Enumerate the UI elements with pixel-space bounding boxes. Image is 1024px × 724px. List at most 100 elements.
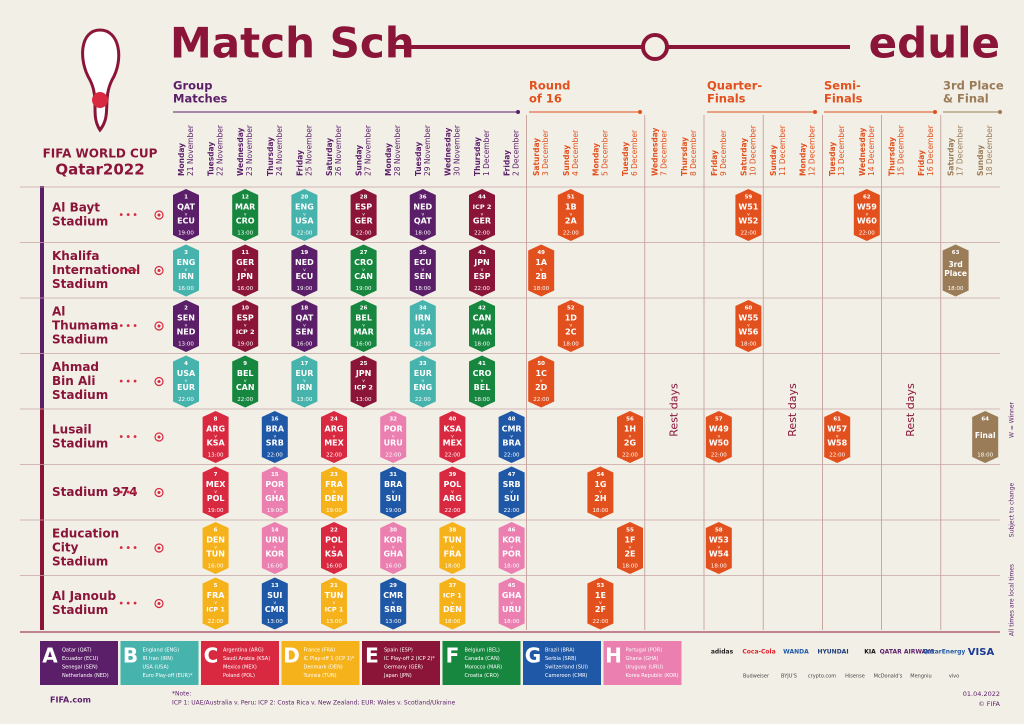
group-team: Japan (JPN) — [383, 673, 412, 679]
date: 24 November — [275, 124, 284, 176]
group-team: Tunisia (TUN) — [303, 673, 337, 679]
match-number: 28 — [360, 195, 368, 201]
group-team: Uruguay (URU) — [626, 665, 664, 671]
group-team: Brazil (BRA) — [545, 648, 575, 654]
versus: v — [421, 324, 424, 329]
weekday: Thursday — [887, 137, 896, 176]
match-box — [202, 411, 229, 463]
group-team: Serbia (SRB) — [545, 656, 577, 662]
versus: v — [214, 490, 217, 495]
team: QAT — [295, 314, 313, 323]
match-box — [439, 522, 466, 574]
kickoff: 22:00 — [474, 286, 490, 292]
team: ICP 2 — [354, 384, 373, 392]
versus: v — [362, 268, 365, 273]
weekday: Monday — [384, 143, 393, 176]
team: POR — [384, 425, 403, 434]
stage-label: of 16 — [529, 92, 562, 106]
kickoff: 18:00 — [948, 286, 964, 292]
team: POL — [444, 480, 462, 489]
match-box — [853, 189, 880, 241]
venue-dots: ••• — [118, 377, 139, 388]
kickoff: 22:00 — [267, 453, 283, 459]
match-box — [439, 577, 466, 630]
match-number: 11 — [241, 250, 249, 256]
kickoff: 22:00 — [296, 231, 312, 237]
kickoff: 22:00 — [385, 453, 401, 459]
group-team: IC Play-off 2 (ICP 2)* — [384, 656, 435, 662]
team: ICP 1 — [325, 606, 344, 614]
group-box — [40, 641, 118, 685]
venue-dots: ••• — [118, 599, 139, 610]
match-number: 39 — [449, 472, 457, 478]
rest-days: Rest days — [667, 383, 680, 437]
versus: v — [185, 379, 188, 384]
match-number: 15 — [271, 472, 279, 478]
venue-name: Al Bayt — [52, 201, 100, 215]
versus: v — [421, 268, 424, 273]
team: ESP — [237, 314, 254, 323]
sponsor: vivo — [949, 674, 959, 680]
match-box — [232, 189, 259, 241]
venue-dots: ••• — [118, 321, 139, 332]
venue-pin — [154, 432, 164, 442]
venue-pin-dot — [157, 435, 161, 439]
team: 2C — [565, 328, 577, 337]
kickoff: 13:00 — [208, 453, 224, 459]
kickoff: 13:00 — [326, 619, 342, 625]
kickoff: 16:00 — [208, 564, 224, 570]
match-box — [409, 300, 436, 352]
team: KSA — [325, 550, 344, 559]
group-letter: G — [525, 644, 541, 668]
team: CAN — [236, 383, 255, 392]
team: CRO — [473, 369, 492, 378]
kickoff: 22:00 — [326, 453, 342, 459]
match-box — [735, 300, 762, 352]
team: CAN — [473, 314, 492, 323]
stage-label: 3rd Place — [943, 79, 1004, 93]
group-letter: A — [42, 644, 58, 668]
venue-pin — [154, 210, 164, 220]
kickoff: 16:00 — [385, 564, 401, 570]
versus: v — [747, 324, 750, 329]
team: EUR — [414, 369, 432, 378]
weekday: Wednesday — [651, 127, 660, 176]
group-box — [120, 641, 199, 685]
versus: v — [214, 435, 217, 440]
weekday: Wednesday — [858, 127, 867, 176]
team: POL — [207, 494, 225, 503]
match-box — [469, 355, 495, 408]
kickoff: 18:00 — [444, 564, 460, 570]
match-number: 53 — [597, 583, 605, 589]
match-box — [705, 522, 732, 574]
kickoff: 16:00 — [178, 286, 194, 292]
match-box — [261, 522, 288, 574]
venue-name: Bin Ali — [52, 374, 96, 388]
group-team: Canada (CAN) — [465, 656, 500, 662]
versus: v — [244, 268, 247, 273]
match-box — [350, 355, 377, 408]
match-box — [173, 300, 199, 352]
team: 2D — [535, 383, 548, 392]
date: 5 December — [600, 129, 609, 176]
team: MEX — [206, 480, 226, 489]
match-box — [409, 189, 436, 241]
team: FRA — [443, 550, 462, 559]
weekday: Saturday — [325, 138, 334, 176]
group-team: Mexico (MEX) — [223, 665, 257, 671]
match-number: 16 — [271, 417, 279, 423]
versus: v — [273, 601, 276, 606]
team: W51 — [738, 203, 758, 212]
date: 8 December — [689, 129, 698, 176]
group-team: Netherlands (NED) — [62, 673, 109, 679]
group-team: Korea Republic (KOR) — [626, 673, 679, 679]
weekday: Monday — [799, 143, 808, 176]
kickoff: 22:00 — [592, 619, 608, 625]
team: IRN — [415, 314, 431, 323]
team: ARG — [325, 425, 344, 434]
date: 7 December — [660, 129, 669, 176]
team: 1G — [594, 480, 606, 489]
match-number: 5 — [214, 583, 218, 589]
match-number: 51 — [567, 195, 575, 201]
